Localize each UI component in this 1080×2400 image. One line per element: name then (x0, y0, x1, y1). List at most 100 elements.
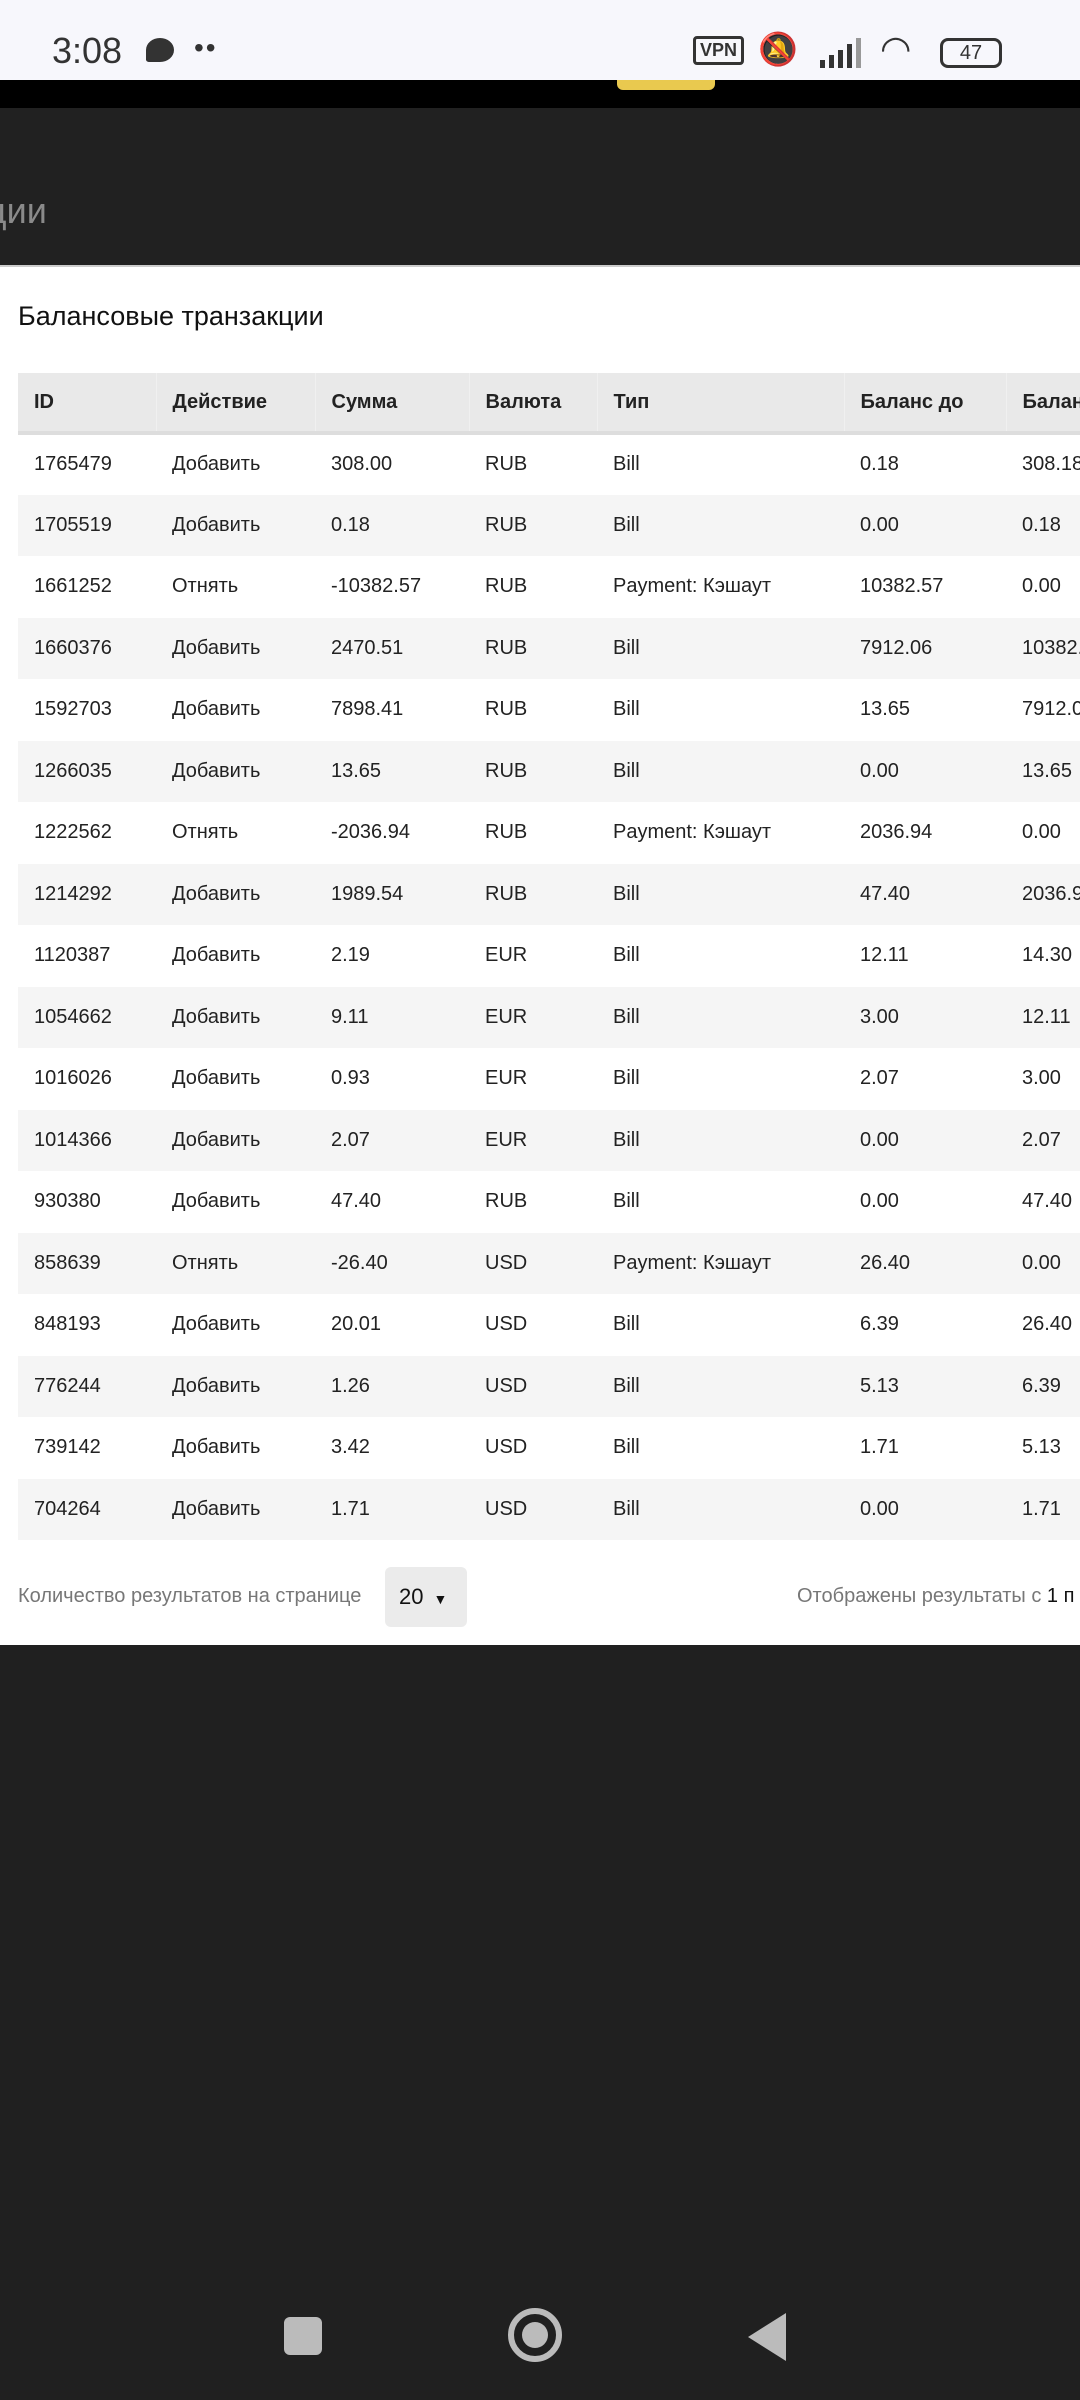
table-cell: Bill (613, 453, 640, 476)
table-cell: 1661252 (34, 575, 112, 598)
table-cell: 1.26 (315, 1355, 469, 1417)
per-page-label: Количество результатов на странице (18, 1585, 362, 1607)
table-cell: 2.07 (1006, 1109, 1080, 1171)
navigation-bar (0, 2305, 1080, 2365)
table-cell: EUR (469, 1109, 597, 1171)
table-cell: 1989.54 (315, 863, 469, 925)
column-header[interactable]: Сумма (315, 373, 470, 435)
table-cell: 47.40 (1022, 1190, 1073, 1213)
table-cell: Bill (613, 1067, 640, 1090)
table-cell: 0.18 (1006, 494, 1080, 556)
table-cell: 13.65 (1006, 740, 1080, 802)
table-cell: 26.40 (844, 1232, 1006, 1294)
table-cell: Bill (613, 1313, 640, 1336)
table-cell: 0.00 (860, 1190, 899, 1213)
table-cell: RUB (485, 575, 528, 598)
table-cell: Bill (597, 740, 844, 802)
table-cell: Добавить (172, 1436, 261, 1459)
table-cell: 0.18 (315, 494, 469, 556)
table-cell: Добавить (172, 1190, 261, 1213)
wifi-icon: ◠ (880, 28, 912, 69)
card-title: Балансовые транзакции (18, 301, 324, 331)
table-cell: Добавить (156, 986, 315, 1048)
table-cell: 0.18 (860, 453, 899, 476)
per-page-select[interactable]: 20 ▼ (385, 1567, 467, 1627)
table-cell: 858639 (18, 1232, 156, 1294)
table-row: 1014366 Добавить 2.07 EUR Bill 0.00 2.07 (18, 1109, 1080, 1171)
table-cell: 5.13 (1022, 1436, 1061, 1459)
table-cell: Добавить (172, 1313, 261, 1336)
table-cell: 1014366 (18, 1109, 156, 1171)
column-header[interactable]: Тип (597, 373, 845, 435)
column-header[interactable]: ID (18, 373, 157, 435)
home-button[interactable] (508, 2308, 562, 2362)
table-cell: -2036.94 (331, 821, 410, 844)
clock: 3:08 (52, 30, 123, 71)
column-header[interactable]: Баланс до (844, 373, 1007, 435)
table-cell: Добавить (156, 1478, 315, 1540)
table-row: 1705519 Добавить 0.18 RUB Bill 0.00 0.18 (18, 494, 1080, 556)
table-cell: Payment: Кэшаут (613, 575, 771, 598)
table-cell: Добавить (156, 863, 315, 925)
table-cell: USD (485, 1313, 528, 1336)
recents-button[interactable] (284, 2317, 322, 2355)
table-cell: EUR (485, 944, 528, 967)
table-cell: EUR (485, 1067, 528, 1090)
table-cell: 3.00 (844, 986, 1006, 1048)
table-cell: Добавить (172, 1067, 261, 1090)
table-cell: Добавить (172, 944, 261, 967)
table-row: 848193 Добавить 20.01 USD Bill 6.39 26.40 (18, 1294, 1080, 1356)
table-row: 1266035 Добавить 13.65 RUB Bill 0.00 13.65 (18, 740, 1080, 802)
table-row: 704264 Добавить 1.71 USD Bill 0.00 1.71 (18, 1478, 1080, 1540)
column-header[interactable]: Действие (156, 373, 316, 435)
table-cell: Bill (597, 986, 844, 1048)
column-header[interactable]: Балан (1006, 373, 1080, 435)
table-cell: 0.00 (844, 1109, 1006, 1171)
table-cell: 0.93 (331, 1067, 370, 1090)
table-cell: 1222562 (34, 821, 112, 844)
table-cell: 2.07 (860, 1067, 899, 1090)
table-cell: EUR (469, 986, 597, 1048)
table-cell: 47.40 (331, 1190, 382, 1213)
table-cell: 13.65 (315, 740, 469, 802)
table-cell: Bill (597, 863, 844, 925)
per-page-value: 20 (399, 1584, 424, 1609)
pull-tab[interactable] (617, 80, 715, 90)
table-cell: Добавить (156, 1109, 315, 1171)
table-cell: RUB (485, 821, 528, 844)
table-cell: Добавить (156, 494, 315, 556)
table-cell: USD (485, 1436, 528, 1459)
column-header[interactable]: Валюта (469, 373, 598, 435)
table-cell: 308.18 (1022, 453, 1080, 476)
table-cell: Payment: Кэшаут (613, 821, 771, 844)
table-cell: USD (469, 1478, 597, 1540)
table-cell: 20.01 (331, 1313, 382, 1336)
table-cell: 0.00 (1006, 1232, 1080, 1294)
table-row: 1214292 Добавить 1989.54 RUB Bill 47.40 2036.9 (18, 863, 1080, 925)
table-cell: 848193 (34, 1313, 101, 1336)
table-cell: 1016026 (34, 1067, 112, 1090)
results-label: Отображены результаты с (797, 1585, 1042, 1607)
table-cell: 1.71 (315, 1478, 469, 1540)
table-cell: 5.13 (844, 1355, 1006, 1417)
page-header: ции (0, 108, 1080, 265)
table-cell: Bill (597, 1478, 844, 1540)
table-cell: 308.00 (331, 453, 393, 476)
table-cell: -10382.57 (331, 575, 422, 598)
table-cell: 0.00 (1022, 821, 1061, 844)
table-cell: 1.71 (860, 1436, 899, 1459)
table-cell: USD (469, 1355, 597, 1417)
table-cell: RUB (469, 863, 597, 925)
table-cell: 1592703 (34, 698, 112, 721)
muted-bell-icon: 🔕 (758, 31, 798, 67)
table-cell: 6.39 (1006, 1355, 1080, 1417)
page-title: ции (0, 190, 47, 231)
table-cell: 10382.57 (860, 575, 944, 598)
table-cell: 9.11 (315, 986, 469, 1048)
table-row: 1661252 Отнять -10382.57 RUB Payment: Кэшаут… (18, 556, 1080, 618)
table-cell: 1120387 (34, 944, 111, 967)
more-notifications-icon: •• (194, 32, 218, 63)
back-button[interactable] (748, 2313, 786, 2361)
table-row: 1120387 Добавить 2.19 EUR Bill 12.11 14.30 (18, 925, 1080, 987)
table-cell: Добавить (156, 740, 315, 802)
